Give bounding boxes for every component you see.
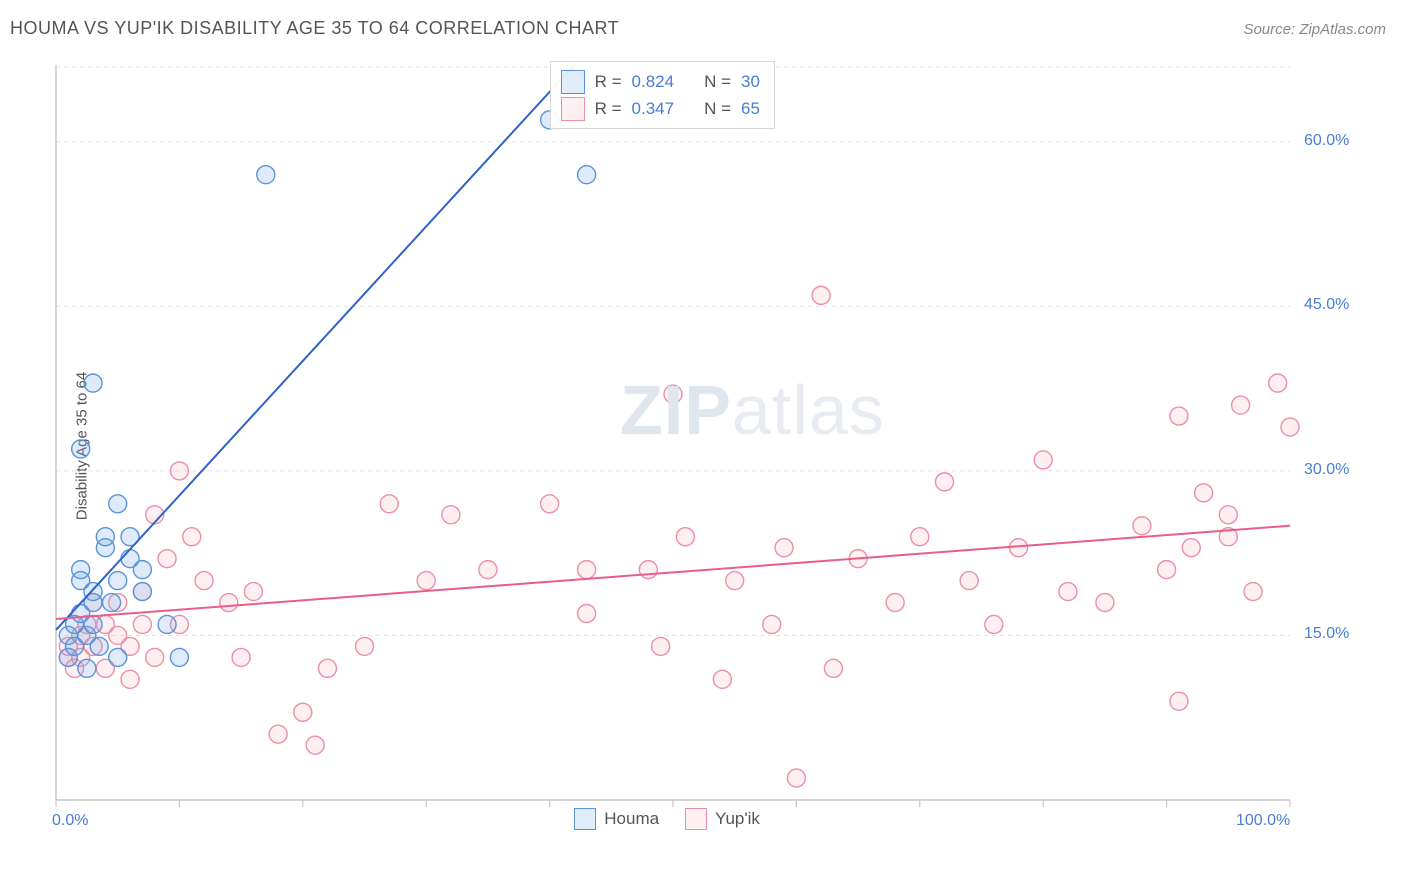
- stats-legend-row: R = 0.347 N = 65: [561, 95, 760, 122]
- stat-n-value: 65: [741, 95, 760, 122]
- chart-title: HOUMA VS YUP'IK DISABILITY AGE 35 TO 64 …: [10, 18, 619, 39]
- y-tick-label: 60.0%: [1304, 132, 1349, 150]
- stat-r-value: 0.824: [632, 68, 675, 95]
- plot-svg: [50, 55, 1360, 828]
- legend-item: Houma: [574, 808, 659, 830]
- scatter-plot: [50, 55, 1360, 828]
- legend-swatch: [561, 97, 585, 121]
- stat-r-label: R =: [595, 68, 622, 95]
- x-tick-label: 0.0%: [52, 812, 88, 830]
- x-tick-label: 100.0%: [1236, 812, 1290, 830]
- stats-legend-row: R = 0.824 N = 30: [561, 68, 760, 95]
- legend-label: Yup'ik: [715, 809, 760, 829]
- legend-item: Yup'ik: [685, 808, 760, 830]
- legend-swatch: [685, 808, 707, 830]
- legend-swatch: [561, 70, 585, 94]
- legend-swatch: [574, 808, 596, 830]
- stat-n-label: N =: [704, 95, 731, 122]
- stats-legend: R = 0.824 N = 30 R = 0.347 N = 65: [550, 61, 775, 129]
- source-attribution: Source: ZipAtlas.com: [1243, 21, 1386, 38]
- y-tick-label: 15.0%: [1304, 625, 1349, 643]
- stat-r-label: R =: [595, 95, 622, 122]
- series-legend: Houma Yup'ik: [574, 808, 760, 830]
- y-tick-label: 45.0%: [1304, 296, 1349, 314]
- legend-label: Houma: [604, 809, 659, 829]
- stat-n-label: N =: [704, 68, 731, 95]
- stat-n-value: 30: [741, 68, 760, 95]
- stat-r-value: 0.347: [632, 95, 675, 122]
- y-tick-label: 30.0%: [1304, 461, 1349, 479]
